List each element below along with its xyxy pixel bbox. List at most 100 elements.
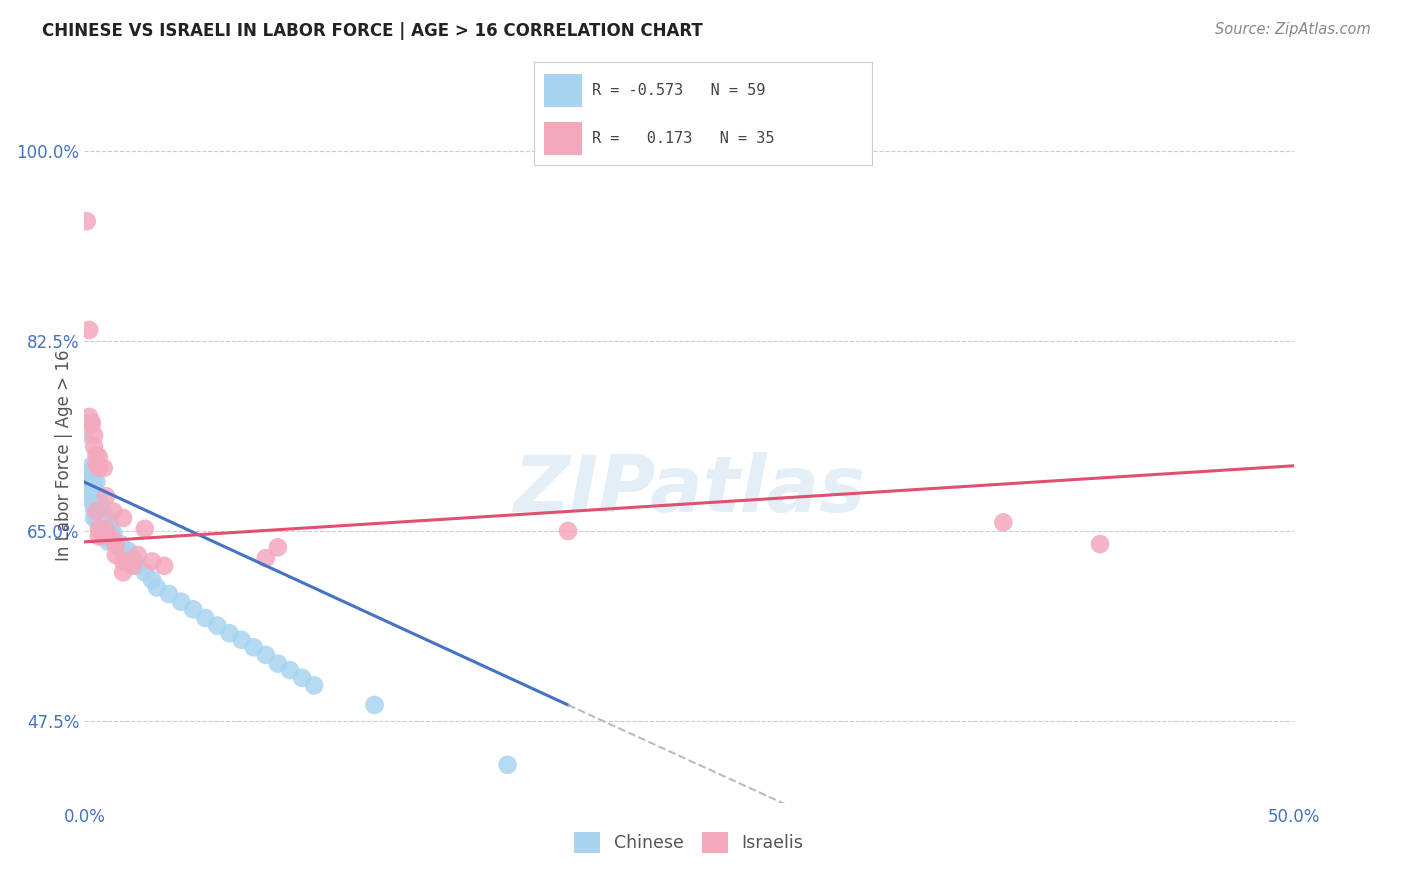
Point (127, 558, 149, 573)
Text: R = -0.573   N = 59: R = -0.573 N = 59 (592, 83, 765, 97)
Point (207, 618, 229, 632)
Point (90, 513, 112, 527)
Point (117, 543, 139, 558)
Point (117, 554, 139, 568)
Point (993, 516, 1015, 530)
Point (110, 537, 132, 551)
Point (97, 524, 120, 538)
Point (87, 502, 110, 516)
Point (97, 535, 120, 549)
Point (86, 504, 108, 518)
Text: CHINESE VS ISRAELI IN LABOR FORCE | AGE > 16 CORRELATION CHART: CHINESE VS ISRAELI IN LABOR FORCE | AGE … (42, 22, 703, 40)
Text: ZIPatlas: ZIPatlas (513, 451, 865, 528)
Point (231, 632, 253, 647)
Point (218, 626, 240, 640)
Y-axis label: In Labor Force | Age > 16: In Labor Force | Age > 16 (55, 349, 73, 561)
Point (80, 458, 103, 473)
Point (242, 640, 264, 655)
Point (146, 581, 169, 595)
Point (86, 448, 108, 462)
Point (93, 529, 115, 543)
Point (157, 587, 180, 601)
Point (103, 533, 125, 547)
Point (170, 595, 193, 609)
Point (90, 500, 112, 514)
Point (80, 469, 103, 483)
Point (93, 461, 115, 475)
Point (94, 489, 117, 503)
Point (121, 558, 143, 573)
Point (363, 698, 385, 712)
Point (112, 546, 135, 560)
Point (83, 439, 105, 453)
Point (83, 478, 105, 492)
Point (83, 493, 105, 508)
Point (87, 522, 110, 536)
Point (100, 522, 122, 536)
Point (153, 558, 176, 573)
Legend: Chinese, Israelis: Chinese, Israelis (568, 825, 810, 860)
Point (103, 526, 125, 541)
Point (94, 526, 117, 541)
Point (86, 486, 108, 500)
Point (77, 409, 100, 424)
Point (87, 491, 110, 506)
Point (141, 554, 163, 568)
Point (86, 511, 108, 525)
Point (121, 551, 143, 566)
Bar (544, 122, 582, 155)
Point (134, 566, 156, 580)
Point (80, 478, 103, 492)
Point (90, 524, 112, 538)
Point (83, 486, 105, 500)
Point (87, 513, 110, 527)
Point (77, 323, 100, 337)
Point (87, 529, 110, 543)
Point (83, 428, 105, 442)
Point (94, 522, 117, 536)
Point (254, 648, 277, 662)
Point (77, 475, 100, 489)
Point (93, 518, 115, 533)
Text: Source: ZipAtlas.com: Source: ZipAtlas.com (1215, 22, 1371, 37)
Point (87, 450, 110, 464)
Bar (544, 74, 582, 106)
Point (112, 511, 135, 525)
Point (267, 657, 290, 671)
Point (80, 493, 103, 508)
Point (194, 611, 217, 625)
Point (104, 537, 127, 551)
Point (112, 566, 135, 580)
Point (80, 417, 103, 432)
Point (267, 541, 290, 555)
Point (83, 469, 105, 483)
Point (93, 508, 115, 522)
Point (134, 522, 156, 536)
Point (73, 426, 96, 441)
Point (80, 486, 103, 500)
Point (104, 537, 127, 551)
Point (87, 461, 110, 475)
Point (77, 464, 100, 478)
Point (557, 524, 579, 538)
Point (141, 573, 163, 587)
Point (86, 475, 108, 489)
Point (112, 554, 135, 568)
Point (302, 678, 325, 692)
Point (94, 516, 117, 530)
Point (291, 671, 314, 685)
Point (104, 548, 127, 562)
Point (1088, 537, 1111, 551)
Point (83, 511, 105, 525)
Point (86, 502, 108, 516)
Point (83, 502, 105, 516)
Text: R =   0.173   N = 35: R = 0.173 N = 35 (592, 131, 775, 146)
Point (80, 415, 103, 429)
Point (127, 548, 149, 562)
Point (86, 457, 108, 471)
Point (278, 663, 301, 677)
Point (181, 602, 204, 616)
Point (254, 551, 277, 566)
Point (496, 757, 519, 772)
Point (97, 513, 120, 527)
